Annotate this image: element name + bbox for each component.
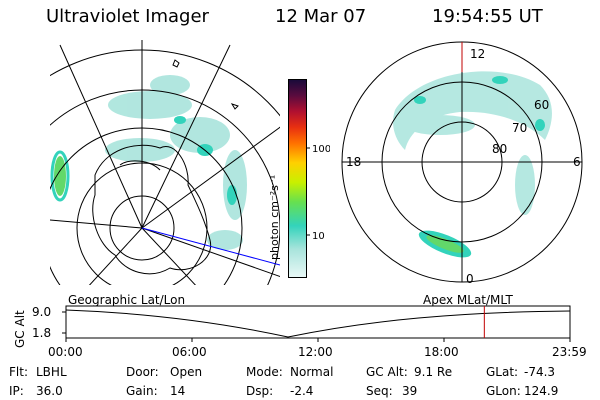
glat-label: GLat: [486,365,519,379]
seq-label: Seq: [366,384,393,398]
time-label: 19:54:55 UT [432,6,543,27]
door-label: Door: [126,365,159,379]
ip-value: 36.0 [36,384,63,398]
time-tick-0600: 06:00 [172,345,207,359]
dsp-label: Dsp: [246,384,274,398]
mlat-label-60: 60 [534,98,549,112]
gain-label: Gain: [126,384,158,398]
satellite-track [141,227,280,266]
instrument-name: Ultraviolet Imager [46,6,209,27]
glon-value: 124.9 [524,384,559,398]
coastline [92,144,212,275]
mlt-label-0: 0 [466,272,474,286]
filter-value: LBHL [36,365,67,379]
mlt-label-12: 12 [470,47,485,61]
dsp-value: -2.4 [290,384,314,398]
date-label: 12 Mar 07 [275,6,367,27]
colorbar-tick-100: 100 [312,144,330,155]
mlt-label-18: 18 [346,155,361,169]
time-tick-2359: 23:59 [552,345,587,359]
filter-label: Flt: [9,365,28,379]
y-tick-high: 9.0 [32,305,51,319]
ip-label: IP: [9,384,24,398]
gc-alt-axis-label: GC Alt [13,310,27,348]
seq-value: 39 [402,384,418,398]
glat-value: -74.3 [524,365,556,379]
geo-image [50,40,280,285]
door-value: Open [170,365,203,379]
mode-value: Normal [290,365,334,379]
y-tick-low: 1.8 [32,326,51,340]
colorbar-tick-10: 10 [312,231,325,242]
colorbar-unit-label: photon cm⁻²s⁻¹ [268,175,281,260]
timeline-frame [65,305,571,339]
mode-label: Mode: [246,365,283,379]
apex-mlat-mlt-label: Apex MLat/MLT [423,293,513,307]
gc-alt-label: GC Alt: [366,365,408,379]
time-tick-1800: 18:00 [424,345,459,359]
altitude-curve [65,309,571,338]
colorbar-axis: 100 10 photon cm⁻²s⁻¹ [268,144,330,260]
geographic-latlon-label: Geographic Lat/Lon [68,293,186,307]
gain-value: 14 [170,384,186,398]
mlat-label-70: 70 [512,121,527,135]
time-tick-0000: 00:00 [48,345,83,359]
time-tick-1200: 12:00 [298,345,333,359]
glon-label: GLon: [486,384,521,398]
gc-alt-value: 9.1 Re [414,365,453,379]
mlt-label-6: 6 [573,155,581,169]
mlat-label-80: 80 [492,142,507,156]
color-scale-bar [288,79,307,278]
